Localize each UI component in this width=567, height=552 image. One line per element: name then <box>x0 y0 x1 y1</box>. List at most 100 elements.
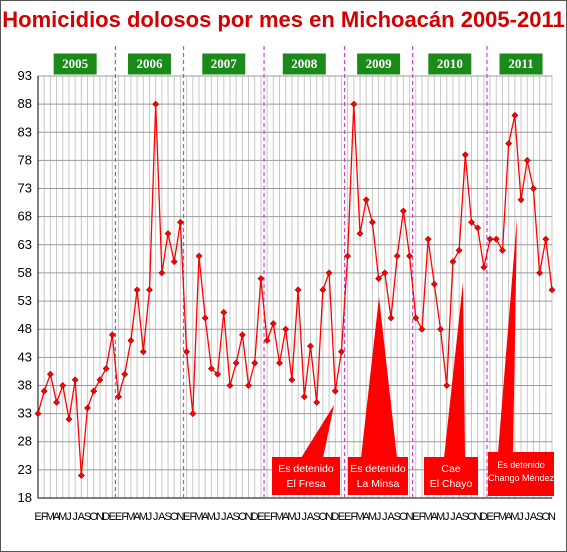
y-tick-label: 18 <box>18 490 32 505</box>
data-point <box>492 235 500 243</box>
x-tick-label: N <box>548 511 556 523</box>
y-tick-label: 43 <box>18 349 32 364</box>
annotation-pointer <box>361 297 397 458</box>
x-tick-label: O <box>399 511 408 523</box>
data-point <box>232 359 240 367</box>
data-point <box>77 472 85 479</box>
data-point <box>375 275 383 282</box>
x-tick-label: J <box>147 511 153 523</box>
data-point <box>183 348 191 356</box>
x-tick-label: A <box>133 511 141 523</box>
data-point <box>474 224 482 232</box>
data-point <box>158 269 166 277</box>
x-tick-label: M <box>126 511 135 523</box>
x-tick-label: J <box>221 511 227 523</box>
x-tick-label: M <box>510 511 519 523</box>
data-point <box>127 337 135 344</box>
y-tick-label: 73 <box>18 181 32 196</box>
data-point <box>331 387 339 395</box>
data-point <box>177 218 184 226</box>
x-tick-label: M <box>355 511 364 523</box>
data-point <box>96 376 104 384</box>
x-tick-label: S <box>536 511 543 523</box>
annotation-text: Es detenido <box>350 463 406 475</box>
x-tick-label: M <box>207 511 216 523</box>
data-point <box>121 370 129 378</box>
year-label: 2011 <box>508 56 533 71</box>
data-point <box>455 247 463 254</box>
year-label: 2008 <box>291 56 318 71</box>
data-point <box>257 275 265 282</box>
x-tick-label: A <box>431 511 439 523</box>
x-tick-label: S <box>462 511 469 523</box>
x-tick-label: J <box>382 511 388 523</box>
annotation-pointer <box>301 405 334 458</box>
data-point <box>449 258 457 266</box>
data-point <box>90 387 98 395</box>
year-label-box <box>281 52 327 76</box>
year-label: 2005 <box>62 56 89 71</box>
data-point <box>84 404 91 412</box>
x-tick-label: O <box>467 511 476 523</box>
x-tick-label: J <box>302 511 308 523</box>
data-point <box>344 252 352 260</box>
data-point <box>505 140 513 147</box>
data-point <box>313 398 321 406</box>
x-tick-label: A <box>505 511 513 523</box>
x-tick-label: A <box>387 511 395 523</box>
data-point <box>195 252 203 260</box>
annotation-text: Es detenido <box>278 463 334 475</box>
x-tick-label: J <box>72 511 78 523</box>
x-tick-label: M <box>368 511 377 523</box>
annotation-pointer <box>444 282 465 458</box>
x-tick-label: S <box>232 511 239 523</box>
x-tick-label: E <box>344 511 351 523</box>
data-point <box>300 393 308 401</box>
x-tick-label: A <box>202 511 210 523</box>
year-label-box <box>427 52 473 76</box>
x-tick-label: E <box>257 511 264 523</box>
annotation-text: El Chayo <box>430 478 473 490</box>
data-point <box>146 286 153 294</box>
y-tick-label: 33 <box>18 406 32 421</box>
x-tick-label: N <box>406 511 414 523</box>
plot-area <box>37 75 553 499</box>
y-tick-label: 58 <box>18 265 32 280</box>
data-point <box>276 359 283 367</box>
data-point <box>40 387 48 395</box>
data-point <box>393 252 401 260</box>
x-tick-label: E <box>338 511 345 523</box>
data-point <box>108 331 116 339</box>
x-tick-label: O <box>319 511 328 523</box>
x-tick-label: J <box>444 511 450 523</box>
data-point <box>251 359 259 367</box>
data-point <box>152 100 160 108</box>
year-label-box <box>52 52 98 76</box>
year-label-box <box>498 52 544 76</box>
x-tick-label: J <box>153 511 159 523</box>
data-point <box>319 286 327 294</box>
chart-title: Homicidios dolosos por mes en Michoacán … <box>2 7 565 32</box>
data-point <box>238 331 246 339</box>
data-point <box>338 348 345 356</box>
data-point <box>542 235 550 243</box>
x-tick-label: J <box>518 511 524 523</box>
data-point <box>294 286 302 294</box>
annotation-text: El Fresa <box>286 478 325 490</box>
x-tick-label: M <box>436 511 445 523</box>
annotation-pointer <box>498 218 517 453</box>
x-tick-label: J <box>524 511 530 523</box>
x-tick-label: J <box>295 511 301 523</box>
x-tick-label: A <box>53 511 61 523</box>
x-tick-label: A <box>282 511 290 523</box>
data-point <box>362 196 370 204</box>
x-tick-label: A <box>158 511 166 523</box>
x-tick-label: M <box>194 511 203 523</box>
x-tick-label: N <box>325 511 333 523</box>
y-tick-label: 68 <box>18 209 32 224</box>
data-point <box>220 308 228 316</box>
annotation-callout: Es detenido El Fresa <box>272 405 340 495</box>
x-tick-label: M <box>275 511 284 523</box>
data-point <box>356 230 364 237</box>
data-point <box>350 100 358 108</box>
